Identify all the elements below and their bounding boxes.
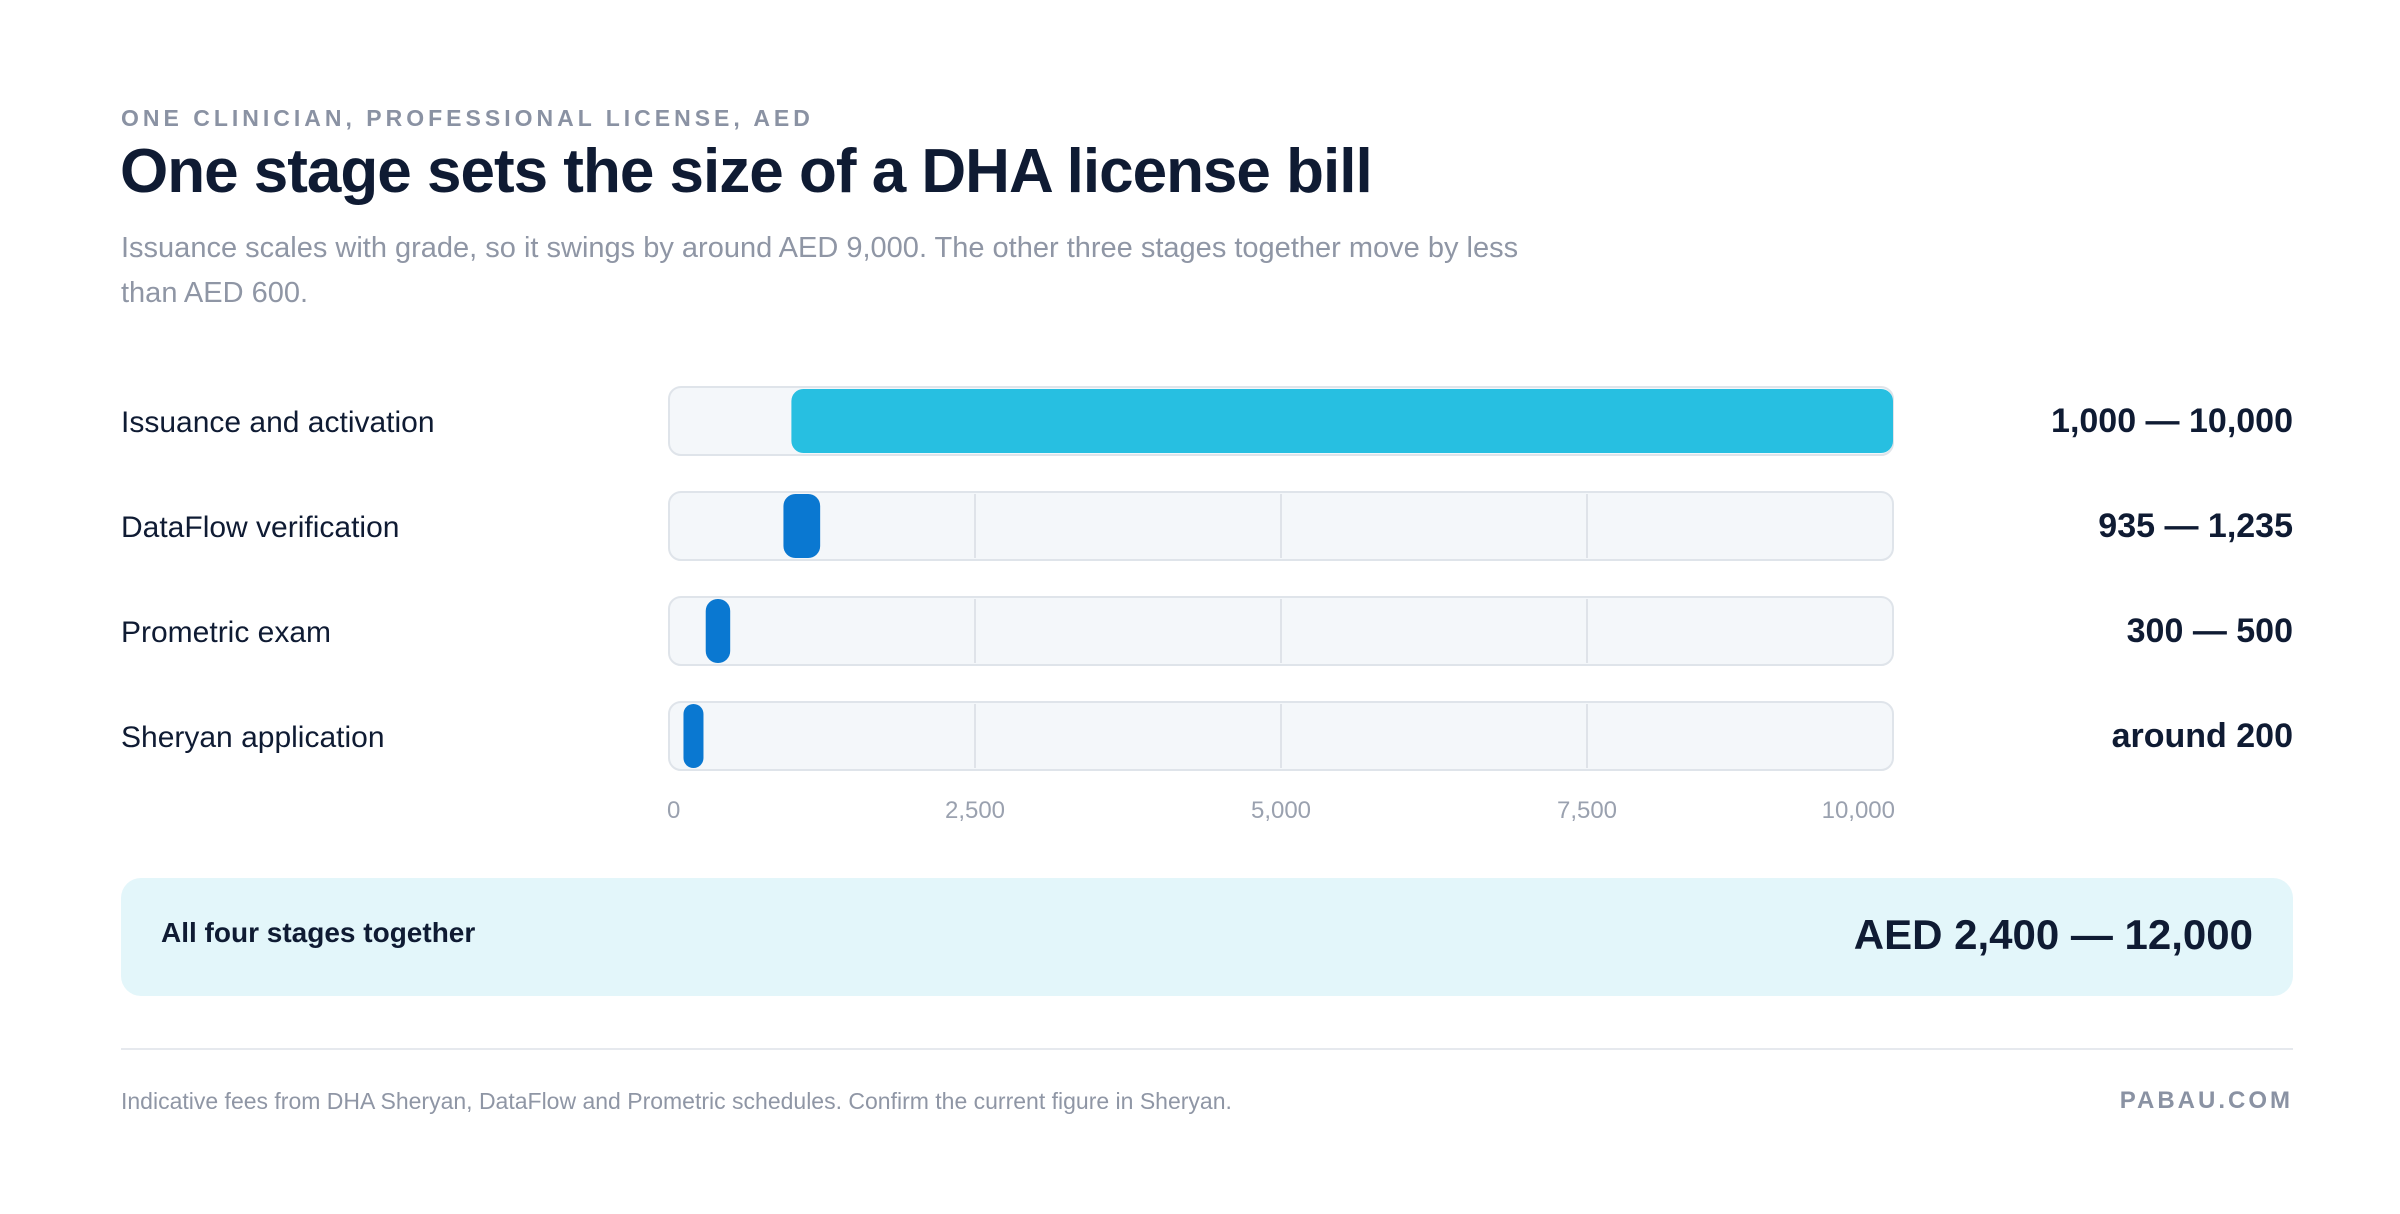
eyebrow: ONE CLINICIAN, PROFESSIONAL LICENSE, AED — [121, 105, 814, 131]
footer-divider — [121, 1048, 2293, 1050]
x-tick-label: 10,000 — [1822, 797, 1895, 824]
range-value-label: 935 — 1,235 — [2098, 507, 2293, 545]
x-tick-label: 7,500 — [1557, 797, 1617, 824]
range-chart: 0 2,500 5,000 7,500 10,000 — [667, 386, 1895, 824]
chart-subtitle: Issuance scales with grade, so it swings… — [121, 232, 1519, 309]
range-bar — [783, 494, 821, 558]
x-tick-label: 2,500 — [945, 797, 1005, 824]
source-note: Indicative fees from DHA Sheryan, DataFl… — [121, 1088, 1232, 1114]
x-tick-label: 0 — [667, 797, 680, 824]
category-label: Issuance and activation — [121, 406, 435, 439]
total-summary: All four stages together AED 2,400 — 12,… — [121, 878, 2293, 996]
category-label: Sheryan application — [121, 721, 385, 754]
chart-title: One stage sets the size of a DHA license… — [120, 137, 1373, 206]
category-label: Prometric exam — [121, 616, 332, 649]
range-bar — [705, 599, 731, 663]
range-bar — [683, 704, 704, 768]
x-tick-label: 5,000 — [1251, 797, 1311, 824]
total-label: All four stages together — [161, 917, 476, 948]
range-value-label: 1,000 — 10,000 — [2051, 402, 2293, 440]
range-value-label: around 200 — [2111, 717, 2293, 755]
brand-mark: PABAU.COM — [2119, 1087, 2293, 1114]
range-bar — [791, 389, 1893, 453]
total-value: AED 2,400 — 12,000 — [1853, 911, 2253, 958]
range-value-label: 300 — 500 — [2126, 612, 2293, 650]
category-label: DataFlow verification — [121, 511, 400, 544]
